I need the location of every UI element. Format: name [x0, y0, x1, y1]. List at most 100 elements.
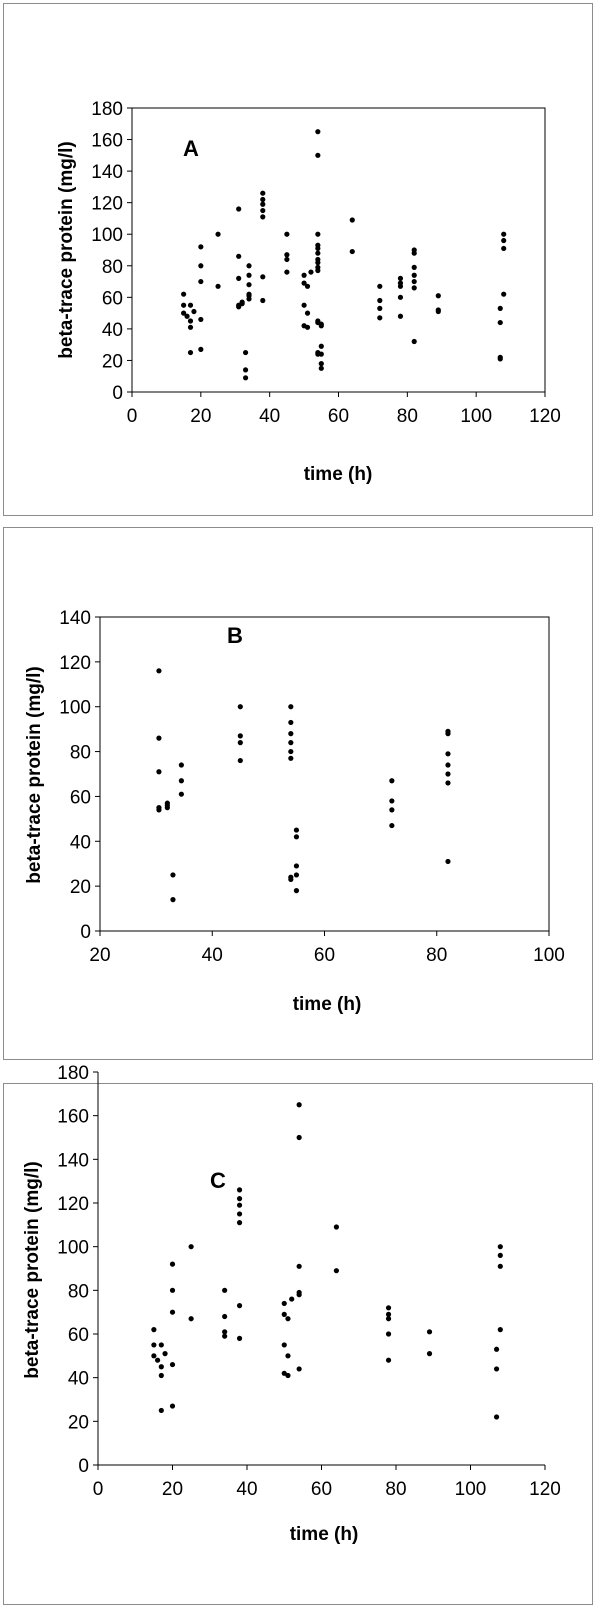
chart-3-data-point — [222, 1313, 228, 1320]
chart-2-y-tick-label: 100 — [59, 698, 91, 719]
chart-3-data-point — [296, 1366, 302, 1372]
chart-1-data-point — [318, 365, 324, 371]
chart-1-data-point — [377, 305, 383, 311]
chart-2-title: B — [227, 623, 243, 648]
chart-1-data-point — [315, 129, 321, 135]
chart-1-data-point — [187, 349, 194, 356]
chart-1-data-point — [411, 285, 417, 291]
chart-1-data-point — [284, 269, 290, 275]
chart-1-data-point — [198, 263, 204, 269]
chart-1-data-point — [497, 319, 503, 326]
chart-3-y-tick-label: 40 — [68, 1369, 89, 1390]
chart-2-data-point — [389, 822, 395, 829]
chart-2-data-point — [178, 778, 184, 784]
chart-2-data-point — [293, 834, 300, 840]
chart-1-data-point — [501, 231, 507, 237]
chart-3-y-tick-label: 60 — [68, 1325, 89, 1346]
chart-2-x-tick-label: 80 — [426, 945, 447, 966]
chart-1-data-point — [246, 282, 252, 288]
chart-3-data-point — [281, 1342, 287, 1348]
chart-2-data-point — [445, 858, 451, 865]
chart-panel-c — [3, 1083, 593, 1605]
chart-1-data-point — [246, 272, 252, 278]
chart-3-data-point — [236, 1211, 243, 1217]
chart-3-data-point — [169, 1403, 176, 1409]
chart-1-data-point — [301, 272, 307, 278]
chart-2-y-tick-label: 40 — [70, 832, 91, 853]
chart-3-data-point — [236, 1335, 243, 1341]
chart-3-data-point — [236, 1187, 243, 1193]
chart-1-x-tick-label: 80 — [397, 406, 418, 427]
chart-3-data-point — [289, 1296, 295, 1302]
chart-3-x-tick-label: 100 — [455, 1479, 487, 1500]
chart-2-x-tick-label: 60 — [314, 945, 335, 966]
chart-1-data-point — [411, 272, 417, 278]
chart-3-data-point — [222, 1333, 228, 1339]
chart-3-data-point — [169, 1287, 176, 1293]
chart-1-data-point — [497, 356, 503, 362]
chart-2-y-tick-label: 80 — [70, 743, 91, 764]
chart-3-data-point — [158, 1372, 164, 1379]
chart-3-data-point — [188, 1244, 194, 1250]
chart-2-y-tick-label: 20 — [70, 877, 91, 898]
chart-1-data-point — [304, 310, 311, 316]
chart-1-y-tick-label: 40 — [102, 320, 123, 341]
chart-1-y-tick-label: 100 — [91, 225, 123, 246]
chart-3-data-point — [385, 1316, 392, 1322]
chart-3-data-point — [385, 1357, 392, 1363]
chart-2-data-point — [178, 762, 184, 768]
chart-2-data-point — [445, 751, 451, 757]
chart-3-data-point — [285, 1353, 291, 1359]
chart-3-y-tick-label: 120 — [57, 1194, 89, 1215]
chart-2-y-tick-label: 0 — [80, 922, 91, 943]
chart-2-data-point — [288, 704, 294, 710]
chart-1-data-point — [435, 308, 441, 315]
chart-3-y-tick-label: 140 — [57, 1150, 89, 1171]
chart-2-data-point — [164, 805, 170, 811]
chart-1-data-point — [246, 296, 252, 302]
chart-2-x-tick-label: 40 — [202, 945, 223, 966]
chart-1-x-tick-label: 120 — [529, 406, 561, 427]
chart-2-y-tick-label: 140 — [59, 608, 91, 629]
chart-2-data-point — [237, 757, 243, 764]
chart-3-x-axis-label: time (h) — [290, 1524, 359, 1545]
chart-3-data-point — [493, 1346, 500, 1352]
chart-1-y-tick-label: 60 — [102, 288, 123, 309]
chart-2-data-point — [389, 807, 395, 813]
chart-3-data-point — [151, 1342, 157, 1348]
chart-1-data-point — [236, 275, 242, 281]
chart-1-data-point — [187, 324, 194, 330]
chart-2-x-tick-label: 20 — [89, 945, 110, 966]
chart-1-data-point — [315, 260, 321, 266]
chart-3-data-point — [151, 1353, 157, 1359]
chart-3-data-point — [151, 1327, 157, 1333]
chart-3-data-point — [158, 1407, 164, 1414]
chart-1-data-point — [318, 323, 324, 329]
chart-1-x-tick-label: 100 — [460, 406, 492, 427]
chart-1-data-point — [411, 250, 417, 256]
chart-2-data-point — [288, 719, 294, 726]
chart-1-data-point — [215, 283, 221, 289]
chart-3-data-point — [169, 1309, 176, 1315]
chart-1-x-tick-label: 20 — [190, 406, 211, 427]
chart-2-data-point — [288, 740, 294, 746]
chart-2-data-point — [237, 733, 243, 739]
chart-3-y-tick-label: 180 — [57, 1063, 89, 1084]
chart-1-data-point — [284, 252, 290, 258]
chart-3-data-point — [333, 1268, 339, 1274]
chart-1-data-point — [181, 302, 187, 308]
chart-2-data-point — [288, 748, 294, 755]
chart-1-data-point — [184, 313, 190, 319]
chart-3-data-point — [158, 1364, 164, 1370]
chart-3-data-point — [333, 1224, 339, 1230]
chart-1-title: A — [183, 136, 199, 161]
chart-2-data-point — [156, 668, 162, 674]
chart-1-data-point — [198, 244, 204, 250]
chart-1-data-point — [315, 267, 321, 274]
chart-1-data-point — [411, 264, 417, 270]
chart-3-x-tick-label: 40 — [236, 1479, 257, 1500]
chart-3-data-point — [169, 1261, 176, 1267]
chart-1-data-point — [318, 343, 324, 349]
chart-3-data-point — [285, 1372, 291, 1379]
chart-3-data-point — [296, 1102, 302, 1108]
